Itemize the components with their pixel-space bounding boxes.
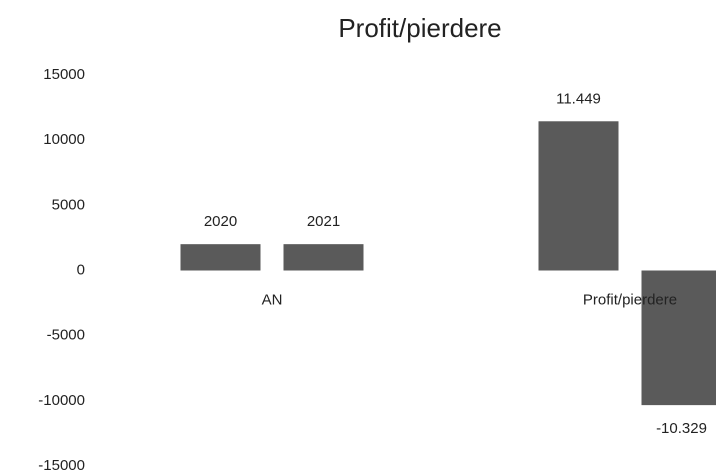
chart-title: Profit/pierdere bbox=[338, 13, 501, 43]
x-tick-label: Profit/pierdere bbox=[583, 291, 677, 308]
data-label: 2021 bbox=[307, 213, 340, 230]
y-tick-label: 15000 bbox=[43, 66, 85, 83]
y-tick-label: 10000 bbox=[43, 131, 85, 148]
data-label: 2020 bbox=[204, 213, 237, 230]
bar bbox=[180, 244, 261, 271]
y-tick-label: -5000 bbox=[47, 327, 85, 344]
y-tick-label: -10000 bbox=[38, 392, 85, 409]
bar bbox=[641, 270, 716, 406]
x-tick-label: AN bbox=[262, 291, 283, 308]
y-tick-label: -15000 bbox=[38, 457, 85, 474]
bar bbox=[538, 121, 619, 271]
y-tick-label: 0 bbox=[77, 261, 85, 278]
data-label: -10.329 bbox=[656, 420, 707, 437]
y-tick-label: 5000 bbox=[52, 196, 85, 213]
data-label: 11.449 bbox=[556, 90, 601, 107]
bar bbox=[283, 244, 364, 271]
